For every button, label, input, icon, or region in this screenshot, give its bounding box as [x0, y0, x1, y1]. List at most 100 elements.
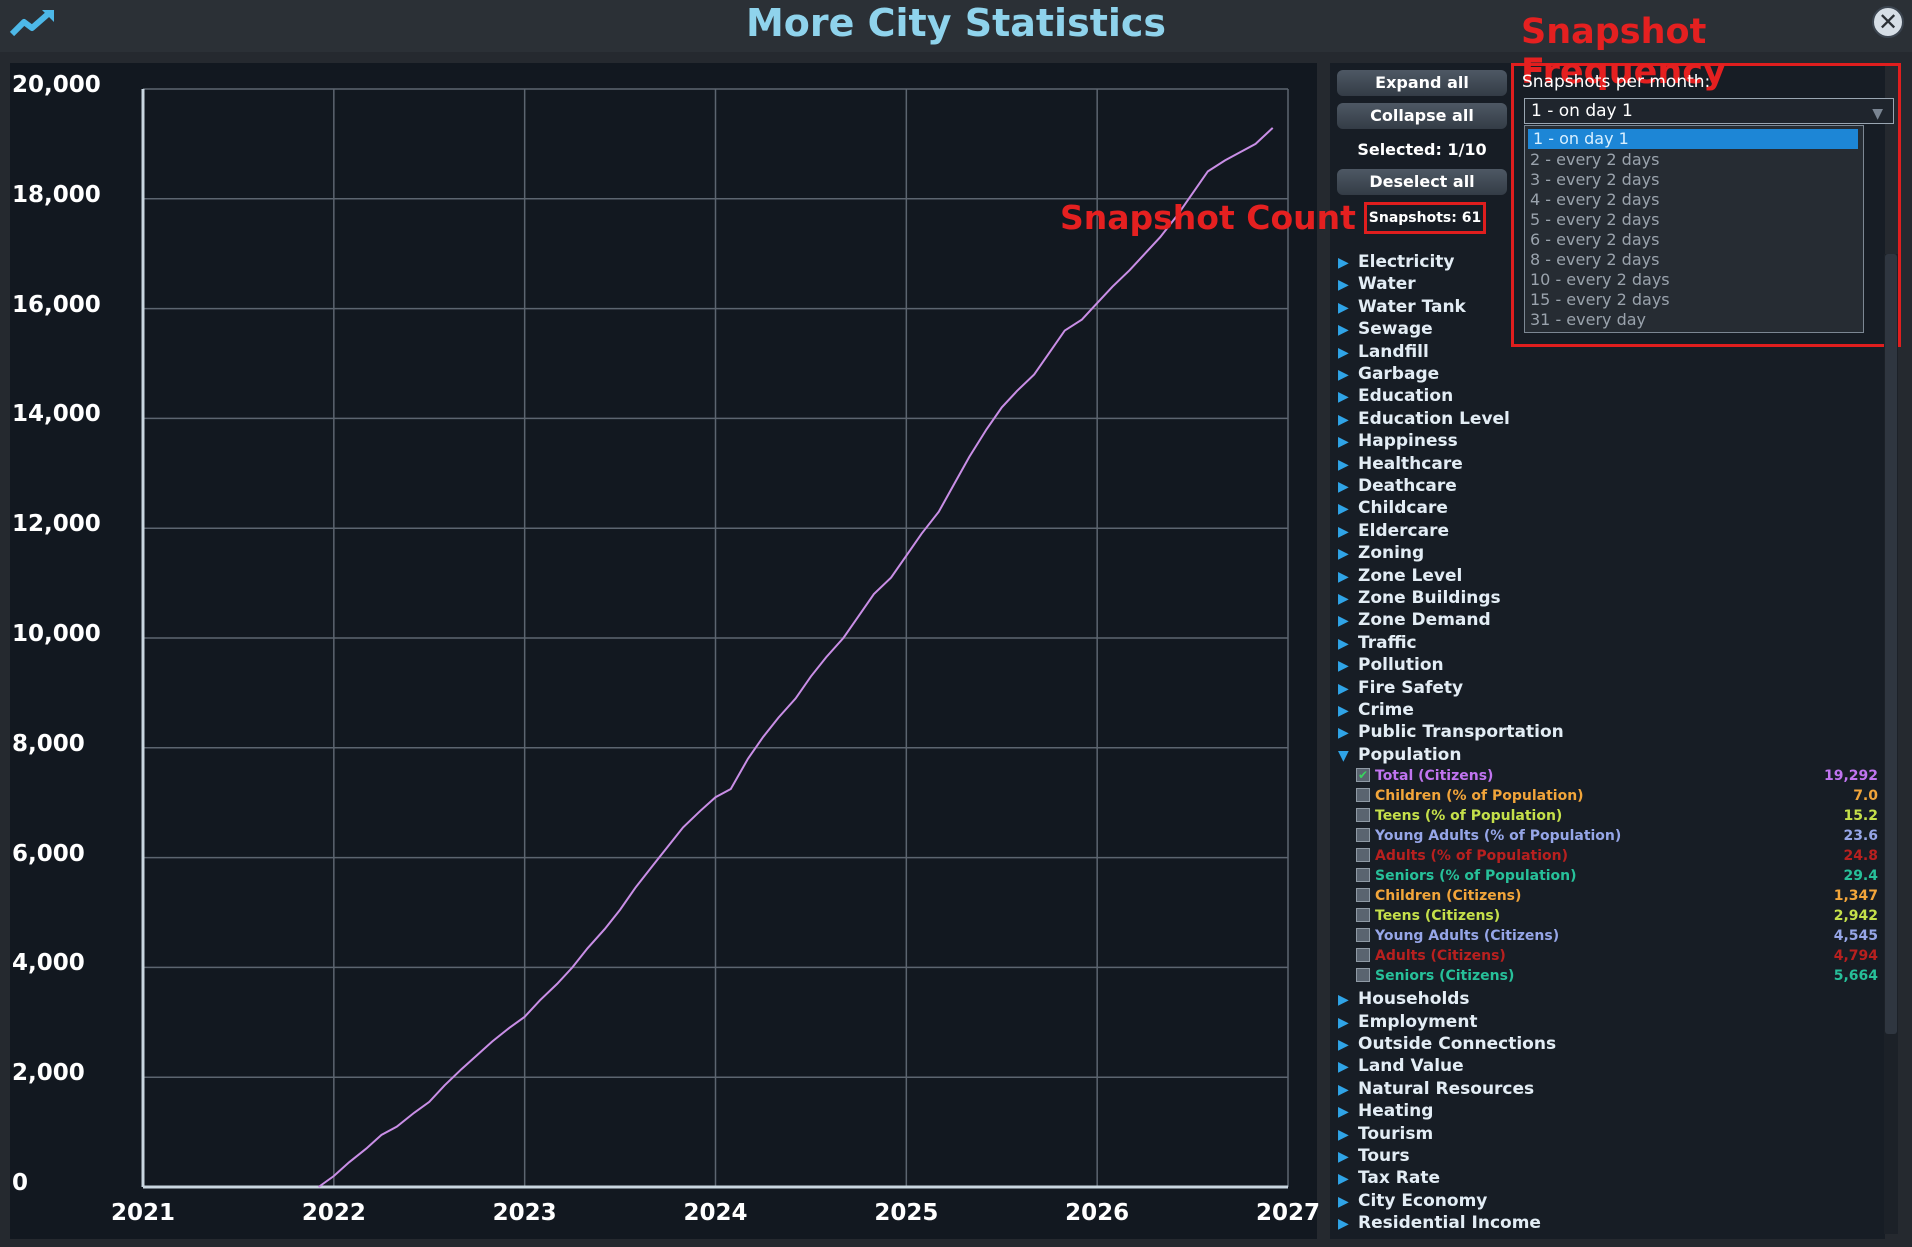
population-stat-item[interactable]: Adults (% of Population) 24.8: [1356, 846, 1880, 866]
checkbox[interactable]: [1356, 867, 1370, 882]
collapsed-arrow-icon: ▶: [1338, 1059, 1349, 1075]
population-stat-item[interactable]: Adults (Citizens) 4,794: [1356, 946, 1880, 966]
category-item[interactable]: ▶ Traffic: [1338, 632, 1417, 654]
population-stat-item[interactable]: Children (% of Population) 7.0: [1356, 786, 1880, 806]
stat-value: 23.6: [1843, 828, 1878, 844]
population-stat-item[interactable]: Teens (% of Population) 15.2: [1356, 806, 1880, 826]
expand-all-button[interactable]: Expand all: [1337, 70, 1507, 96]
category-item[interactable]: ▶ Childcare: [1338, 497, 1448, 519]
category-item[interactable]: ▶ Zone Buildings: [1338, 587, 1501, 609]
category-item[interactable]: ▶ Healthcare: [1338, 453, 1463, 475]
checkbox[interactable]: [1356, 827, 1370, 842]
collapsed-arrow-icon: ▶: [1338, 1037, 1349, 1053]
y-tick-label: 6,000: [12, 840, 85, 867]
category-item[interactable]: ▶ Heating: [1338, 1100, 1433, 1122]
category-item[interactable]: ▶ Crime: [1338, 699, 1414, 721]
category-item[interactable]: ▶ Electricity: [1338, 251, 1455, 273]
category-item[interactable]: ▶ Public Transportation: [1338, 721, 1564, 743]
frequency-option[interactable]: 31 - every day: [1530, 310, 1647, 329]
checkbox[interactable]: [1356, 787, 1370, 802]
y-tick-label: 18,000: [12, 181, 101, 208]
population-stat-item[interactable]: Seniors (Citizens) 5,664: [1356, 966, 1880, 986]
snapshots-per-month-label: Snapshots per month:: [1522, 72, 1711, 92]
frequency-option[interactable]: 4 - every 2 days: [1530, 190, 1660, 209]
checkbox[interactable]: [1356, 807, 1370, 822]
category-item[interactable]: ▶ Sewage: [1338, 318, 1433, 340]
category-label: Crime: [1358, 700, 1414, 720]
category-item[interactable]: ▶ Garbage: [1338, 363, 1439, 385]
stat-value: 4,545: [1833, 928, 1878, 944]
deselect-all-button[interactable]: Deselect all: [1337, 169, 1507, 195]
population-stat-item[interactable]: Teens (Citizens) 2,942: [1356, 906, 1880, 926]
category-item[interactable]: ▶ Water: [1338, 273, 1416, 295]
checkbox[interactable]: [1356, 947, 1370, 962]
category-item[interactable]: ▶ Zoning: [1338, 542, 1424, 564]
population-chart: [141, 88, 1289, 1189]
frequency-option[interactable]: 1 - on day 1: [1528, 129, 1858, 149]
snapshots-per-month-select[interactable]: 1 - on day 1 ▼: [1524, 98, 1894, 124]
frequency-option[interactable]: 8 - every 2 days: [1530, 250, 1660, 269]
category-label: Fire Safety: [1358, 678, 1464, 698]
checkbox[interactable]: [1356, 847, 1370, 862]
category-item[interactable]: ▶ Fire Safety: [1338, 677, 1463, 699]
stat-label: Teens (Citizens): [1375, 908, 1501, 924]
collapse-all-button[interactable]: Collapse all: [1337, 103, 1507, 129]
frequency-option[interactable]: 5 - every 2 days: [1530, 210, 1660, 229]
collapsed-arrow-icon: ▶: [1338, 434, 1349, 450]
category-label: Zone Buildings: [1358, 588, 1501, 608]
collapsed-arrow-icon: ▶: [1338, 591, 1349, 607]
frequency-option[interactable]: 3 - every 2 days: [1530, 170, 1660, 189]
category-item[interactable]: ▶ Households: [1338, 988, 1470, 1010]
stat-value: 29.4: [1843, 868, 1878, 884]
population-stat-item[interactable]: Young Adults (Citizens) 4,545: [1356, 926, 1880, 946]
category-item[interactable]: ▶ Pollution: [1338, 654, 1444, 676]
population-stat-item[interactable]: Young Adults (% of Population) 23.6: [1356, 826, 1880, 846]
series-line-total-citizens: [317, 127, 1274, 1188]
frequency-option[interactable]: 10 - every 2 days: [1530, 270, 1670, 289]
frequency-option[interactable]: 15 - every 2 days: [1530, 290, 1670, 309]
y-tick-label: 0: [12, 1170, 29, 1196]
stat-value: 1,347: [1833, 888, 1878, 904]
category-label: Education Level: [1358, 409, 1510, 429]
x-tick-label: 2024: [683, 1200, 748, 1226]
category-item[interactable]: ▶ Tax Rate: [1338, 1167, 1440, 1189]
category-item[interactable]: ▼ Population: [1338, 744, 1461, 766]
collapsed-arrow-icon: ▶: [1338, 569, 1349, 585]
category-item[interactable]: ▶ Zone Level: [1338, 565, 1462, 587]
category-item[interactable]: ▶ Outside Connections: [1338, 1033, 1556, 1055]
category-item[interactable]: ▶ Natural Resources: [1338, 1078, 1534, 1100]
category-item[interactable]: ▶ Residential Income: [1338, 1212, 1541, 1234]
category-item[interactable]: ▶ City Economy: [1338, 1190, 1487, 1212]
category-item[interactable]: ▶ Tours: [1338, 1145, 1410, 1167]
category-item[interactable]: ▶ Zone Demand: [1338, 609, 1491, 631]
category-item[interactable]: ▶ Deathcare: [1338, 475, 1457, 497]
x-tick-label: 2025: [874, 1200, 939, 1226]
category-label: Natural Resources: [1358, 1079, 1535, 1099]
scrollbar-thumb[interactable]: [1885, 254, 1897, 1034]
frequency-option[interactable]: 6 - every 2 days: [1530, 230, 1660, 249]
category-item[interactable]: ▶ Education Level: [1338, 408, 1510, 430]
category-item[interactable]: ▶ Eldercare: [1338, 520, 1449, 542]
category-item[interactable]: ▶ Happiness: [1338, 430, 1458, 452]
category-item[interactable]: ▶ Landfill: [1338, 341, 1429, 363]
checkbox-checked[interactable]: ✔: [1356, 767, 1370, 782]
collapsed-arrow-icon: ▶: [1338, 1127, 1349, 1143]
population-stat-item[interactable]: Seniors (% of Population) 29.4: [1356, 866, 1880, 886]
category-item[interactable]: ▶ Tourism: [1338, 1123, 1433, 1145]
frequency-option[interactable]: 2 - every 2 days: [1530, 150, 1660, 169]
checkbox[interactable]: [1356, 887, 1370, 902]
category-item[interactable]: ▶ Education: [1338, 385, 1453, 407]
category-item[interactable]: ▶ Land Value: [1338, 1055, 1464, 1077]
population-stat-item[interactable]: ✔ Total (Citizens) 19,292: [1356, 766, 1880, 786]
close-icon[interactable]: ✕: [1872, 6, 1904, 38]
checkbox[interactable]: [1356, 967, 1370, 982]
checkbox[interactable]: [1356, 907, 1370, 922]
category-item[interactable]: ▶ Employment: [1338, 1011, 1478, 1033]
population-stat-item[interactable]: Children (Citizens) 1,347: [1356, 886, 1880, 906]
category-item[interactable]: ▶ Water Tank: [1338, 296, 1466, 318]
checkbox[interactable]: [1356, 927, 1370, 942]
category-label: Residential Income: [1358, 1213, 1541, 1233]
selected-count: Selected: 1/10: [1357, 140, 1487, 159]
stat-value: 7.0: [1853, 788, 1878, 804]
stat-label: Total (Citizens): [1375, 768, 1494, 784]
